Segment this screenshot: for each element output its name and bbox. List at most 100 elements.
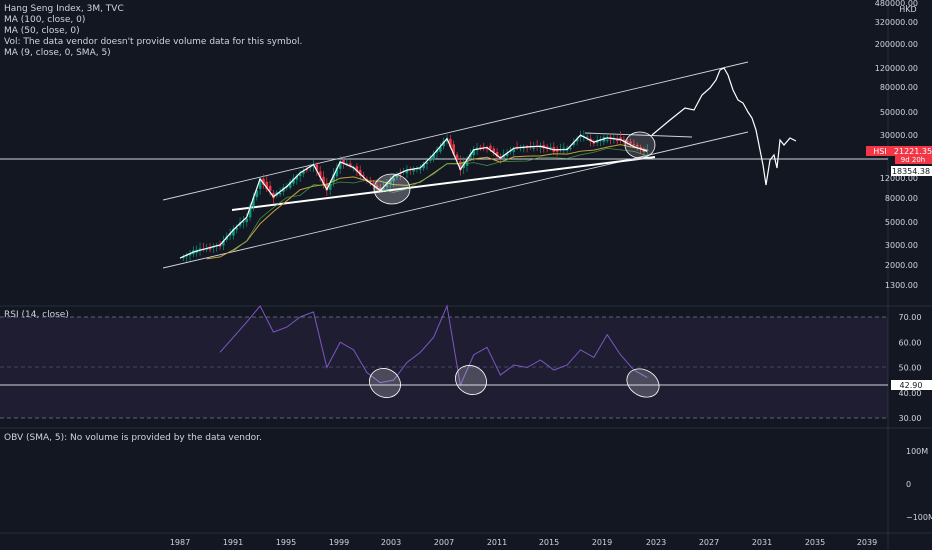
candle-body [325,183,329,191]
candle-body [639,147,642,149]
candle-body [258,178,262,189]
candle-body [449,138,452,147]
candle-body [532,147,536,149]
obv-tick-label: −100M [906,513,932,522]
rsi-ellipse-2002[interactable] [364,363,406,403]
candle-body [288,181,292,188]
time-tick-label: 1987 [170,538,190,547]
ma100-legend[interactable]: MA (100, close, 0) [4,15,86,25]
price-tick-label: 80000.00 [880,83,918,92]
time-axis[interactable]: 1987 1991 1995 1999 2003 2007 2011 2015 2019 2023… [170,538,877,547]
candle-body [605,139,609,141]
candle-body [592,142,596,144]
candle-body [562,147,566,149]
candle-body [302,171,305,174]
candle-body [539,145,542,148]
rsi-legend[interactable]: RSI (14, close) [4,310,69,320]
price-series-line [179,134,648,259]
candle-body [272,192,275,199]
trendline-support[interactable] [231,156,656,211]
rsi-tick-label: 70.00 [899,313,922,322]
candle-body [635,144,639,147]
candle-body [342,160,345,163]
price-tick-label: 3000.00 [885,241,918,250]
rsi-axis[interactable]: 70.00 60.00 50.00 40.00 30.00 [899,313,922,423]
candle-body [419,168,422,170]
candle-body [218,244,222,247]
highlight-ellipse-2022[interactable] [624,131,656,159]
candle-body [392,177,395,182]
ma-line-green [233,147,648,252]
time-tick-label: 1991 [223,538,243,547]
candle-body [515,146,519,148]
obv-legend[interactable]: OBV (SMA, 5): No volume is provided by t… [4,433,262,443]
price-tick-label: 120000.00 [875,64,918,73]
rsi-line-badge [891,380,932,390]
highlight-ellipse-2002[interactable] [373,173,411,205]
candle-body [295,175,299,180]
candle-body [615,140,619,142]
vol-legend[interactable]: Vol: The data vendor doesn't provide vol… [4,37,303,47]
candle-body [415,168,419,170]
rsi-band [0,317,888,418]
ma9-legend[interactable]: MA (9, close, 0, SMA, 5) [4,48,111,58]
candle-body [645,149,649,151]
projection-drawing[interactable] [651,67,797,186]
candle-body [245,218,249,223]
channel-upper-line[interactable] [162,61,749,201]
rsi-ellipse-2022[interactable] [622,363,664,403]
last-price-badge[interactable] [866,146,895,156]
candle-body [472,149,475,156]
candle-body [569,147,572,149]
line-level-badge [891,166,932,176]
candle-body [358,170,362,176]
time-tick-label: 1995 [276,538,296,547]
trendline-flat-top[interactable] [584,132,693,138]
price-axis[interactable]: 480000.00 320000.00 200000.00 120000.00 8000… [875,0,918,290]
price-tick-label: 5000.00 [885,218,918,227]
candle-body [405,170,409,174]
candle-body [425,162,429,164]
candle-body [459,161,462,171]
obv-axis[interactable]: 100M 0 −100M [906,447,932,522]
candle-body [429,159,432,161]
currency-label: HKD [899,5,916,14]
candle-body [412,169,415,172]
candle-body [388,179,392,185]
ma50-legend[interactable]: MA (50, close, 0) [4,26,80,36]
candle-body [235,228,239,230]
channel-lower-line[interactable] [162,131,749,269]
candle-body [268,185,272,191]
candle-body [278,192,282,195]
rsi-line [219,304,648,387]
price-tick-label: 50000.00 [880,108,918,117]
candle-body [642,150,646,152]
rsi-tick-label: 60.00 [899,338,922,347]
rsi-tick-label: 30.00 [899,414,922,423]
candle-body [208,247,212,250]
candle-body [489,145,492,149]
candle-body [512,149,516,152]
candle-body [338,161,342,169]
candle-body [372,182,375,184]
rsi-ellipse-2008[interactable] [450,360,492,400]
price-tick-label: 480000.00 [875,0,918,8]
candle-body [335,168,339,177]
candle-body [298,173,302,177]
candle-body [198,248,202,250]
candle-body [315,164,319,171]
chart-title[interactable]: Hang Seng Index, 3M, TVC [4,4,124,14]
candle-body [332,174,335,183]
candle-body [482,146,486,148]
candle-body [525,146,529,148]
candle-body [439,146,442,152]
candlesticks[interactable] [182,130,649,262]
candle-body [242,221,245,223]
candle-body [232,229,235,236]
candle-body [262,178,265,185]
candle-body [575,138,579,142]
time-tick-label: 2003 [381,538,401,547]
price-tick-label: 320000.00 [875,18,918,27]
price-tick-label: 1300.00 [885,281,918,290]
